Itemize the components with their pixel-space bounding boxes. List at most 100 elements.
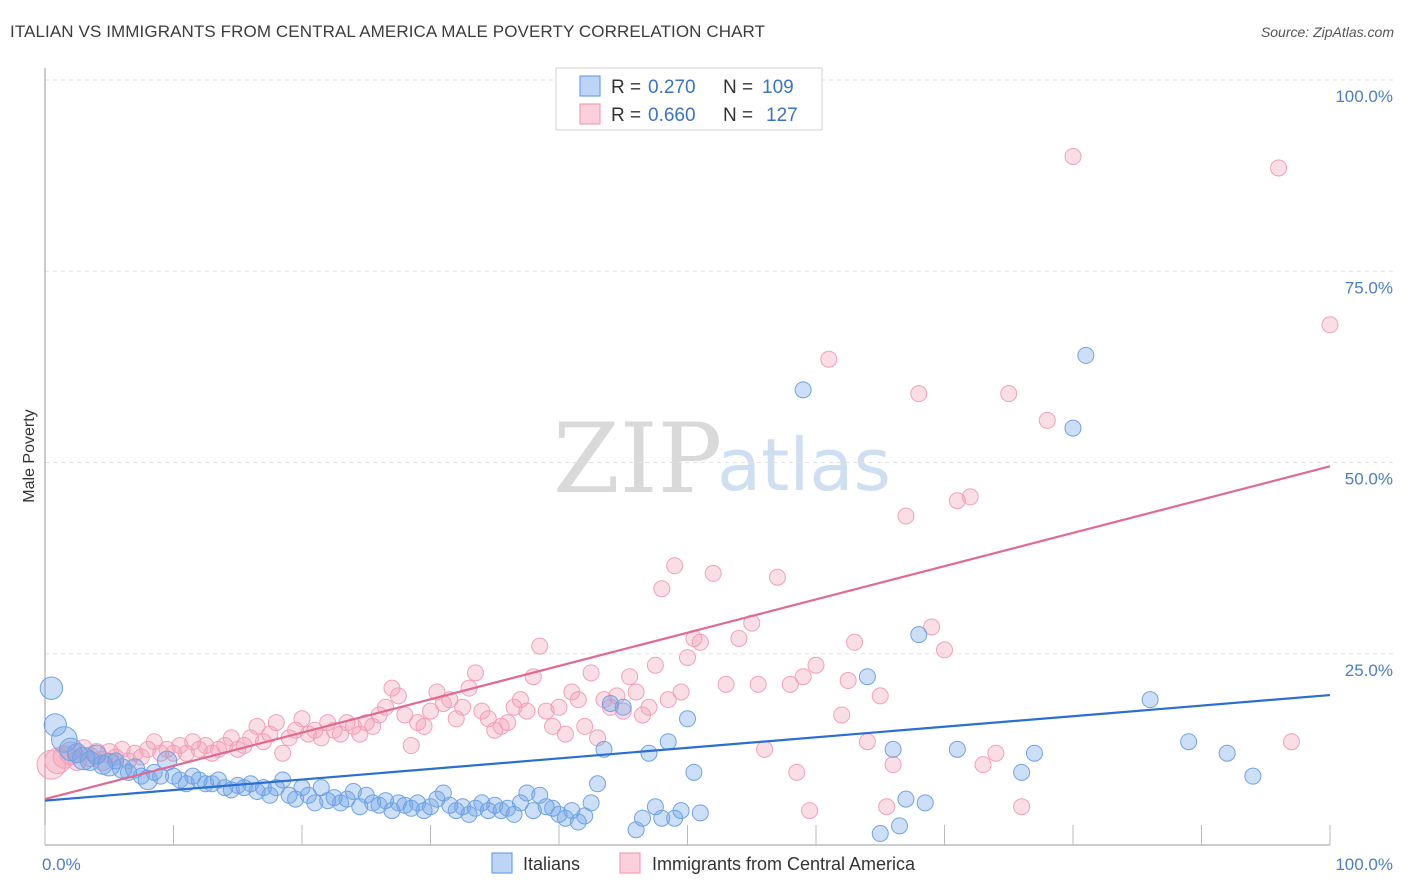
immigrants-point-54 (389, 687, 407, 705)
italians-point-102 (871, 825, 889, 843)
italians-point-74 (518, 784, 536, 802)
immigrants-point-117 (897, 507, 915, 525)
immigrants-point-132 (839, 672, 857, 690)
italians-point-91 (640, 744, 658, 762)
watermark-zip: ZIP (553, 403, 722, 515)
italians-point-115 (916, 794, 934, 812)
immigrants-point-82 (569, 691, 587, 709)
watermark-atlas: atlas (717, 423, 891, 507)
bottom-legend: Italians Immigrants from Central America (491, 852, 916, 874)
immigrants-point-106 (768, 568, 786, 586)
italians-point-107 (1064, 419, 1082, 437)
italians-point-78 (544, 799, 562, 817)
legend-swatch-pink (579, 103, 601, 125)
immigrants-point-96 (659, 691, 677, 709)
immigrants-point-42 (312, 729, 330, 747)
italians-point-54 (389, 794, 407, 812)
italians-point-111 (1218, 744, 1236, 762)
legend-r-label-1: R = (611, 77, 641, 98)
immigrants-point-112 (833, 706, 851, 724)
x-tick-label-min: 0.0% (42, 855, 81, 874)
axes (44, 68, 1331, 846)
italians-point-1 (43, 713, 67, 737)
y-tick-label-1: 50.0% (1345, 470, 1393, 489)
immigrants-point-56 (402, 737, 420, 755)
immigrants-point-59 (422, 702, 439, 720)
italians-point-82 (569, 813, 587, 831)
italians-point-73 (511, 794, 529, 812)
italians-point-0 (39, 676, 64, 700)
immigrants-point-102 (717, 675, 735, 693)
italians-point-85 (589, 775, 607, 793)
immigrants-point-94 (646, 656, 664, 674)
immigrants-point-131 (1282, 733, 1300, 751)
immigrants-point-91 (627, 683, 645, 701)
x-tick-label-max: 100.0% (1335, 855, 1393, 874)
immigrants-point-115 (871, 687, 889, 705)
italians-point-100 (794, 381, 812, 399)
immigrants-point-135 (878, 798, 896, 816)
italians-point-88 (614, 698, 632, 716)
immigrants-point-121 (948, 492, 966, 510)
immigrants-point-97 (666, 557, 684, 575)
immigrants-point-107 (781, 675, 799, 693)
immigrants-point-113 (846, 633, 864, 651)
immigrants-point-39 (293, 710, 311, 728)
immigrants-point-124 (987, 744, 1005, 762)
immigrants-point-103 (730, 629, 748, 647)
immigrants-point-119 (923, 618, 941, 636)
legend-r-value-2: 0.660 (648, 105, 696, 126)
immigrants-point-83 (576, 717, 594, 735)
immigrants-point-95 (653, 580, 671, 598)
y-tick-label-0: 25.0% (1345, 661, 1393, 680)
immigrants-point-122 (961, 488, 979, 506)
italians-point-7 (86, 744, 107, 765)
italians-trend-line (44, 693, 1331, 802)
immigrants-point-93 (640, 698, 658, 716)
immigrants-point-128 (1064, 148, 1082, 165)
immigrants-point-136 (801, 802, 819, 820)
bottom-legend-italians: Italians (523, 854, 580, 874)
italians-point-90 (634, 809, 652, 827)
italians-point-116 (891, 817, 909, 835)
immigrants-point-35 (267, 714, 285, 732)
italians-point-71 (499, 799, 517, 817)
italians-point-50 (364, 794, 382, 812)
italians-point-97 (679, 710, 696, 728)
grid-lines (45, 79, 1395, 655)
italians-point-114 (1025, 744, 1043, 762)
immigrants-point-74 (518, 702, 536, 720)
immigrants-point-36 (274, 744, 292, 762)
immigrants-point-114 (858, 733, 876, 751)
y-axis-label: Male Poverty (21, 409, 38, 502)
italians-point-108 (1077, 346, 1095, 364)
y-tick-label-2: 75.0% (1345, 278, 1393, 297)
italians-point-103 (884, 740, 902, 758)
immigrants-point-109 (794, 668, 812, 686)
immigrants-point-108 (788, 763, 806, 781)
legend-n-label-1: N = (723, 77, 753, 98)
trend-lines (44, 465, 1331, 802)
legend-n-label-2: N = (723, 105, 753, 126)
italians-point-47 (344, 782, 362, 800)
italians-point-41 (306, 794, 324, 812)
legend-box: R = 0.270 N = 109 R = 0.660 N = 127 (555, 67, 823, 131)
italians-point-105 (910, 626, 928, 644)
immigrants-point-101 (704, 564, 722, 582)
immigrants-point-126 (1013, 798, 1031, 816)
immigrants-point-78 (544, 717, 562, 735)
italians-point-99 (691, 804, 709, 822)
italians-point-5 (71, 746, 96, 771)
immigrants-point-71 (499, 714, 517, 732)
immigrants-point-76 (531, 637, 549, 655)
legend-r-label-2: R = (611, 105, 641, 126)
legend-r-value-1: 0.270 (648, 77, 696, 98)
italians-point-98 (685, 763, 703, 781)
italians-point-106 (948, 740, 966, 758)
immigrants-point-89 (614, 702, 632, 720)
italians-point-101 (858, 668, 876, 686)
italians-point-87 (601, 694, 619, 712)
italians-point-27 (216, 779, 234, 797)
series-italians-points (39, 346, 1262, 843)
